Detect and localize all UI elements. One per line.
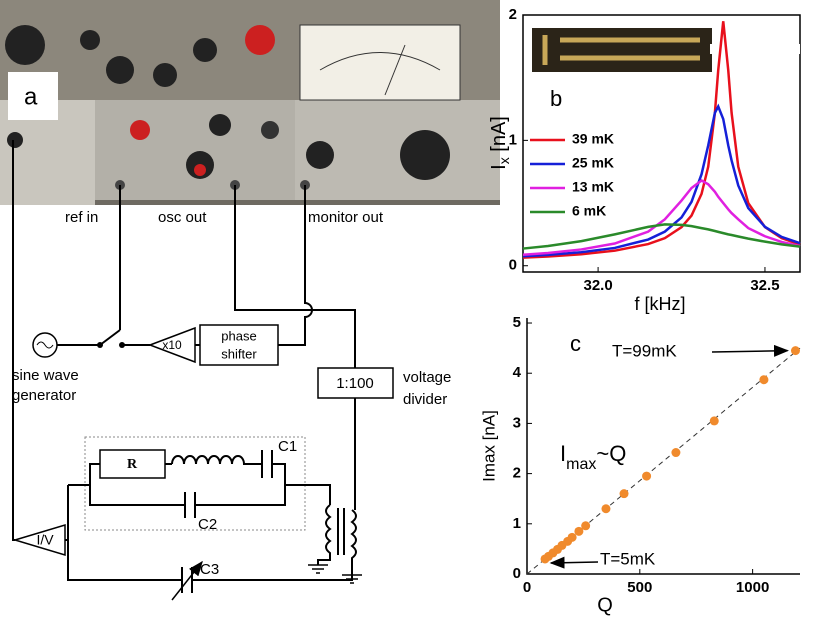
y-tick-label: 5 — [513, 314, 521, 331]
y-tick-label: 0 — [509, 257, 517, 274]
y-axis-label-main: I — [488, 164, 510, 170]
legend-label: 6 mK — [572, 203, 606, 219]
y-tick-label: 3 — [513, 414, 521, 431]
generator-label: generator — [12, 387, 76, 404]
iv-label: I/V — [36, 532, 54, 548]
point — [759, 375, 769, 385]
x-axis-label: Q — [597, 594, 613, 616]
y-tick-label: 2 — [513, 465, 521, 482]
x-tick-label: 32.5 — [750, 277, 779, 294]
instrument-photo — [0, 0, 500, 205]
point — [567, 532, 577, 542]
point — [642, 471, 652, 481]
inset-gap — [710, 44, 800, 54]
curve — [522, 21, 801, 259]
y-tick-label: 0 — [513, 565, 521, 582]
y-tick-label: 2 — [509, 6, 517, 23]
ref-in-label: ref in — [65, 209, 98, 226]
annotation-sub: max — [566, 456, 596, 473]
charts: 32.0 32.5 0 1 2 39 mK 25 mK 13 mK 6 mK b f [kHz] Ix… — [479, 6, 801, 616]
annotation-arrow — [711, 344, 789, 357]
annotation-arrow — [549, 556, 599, 569]
phase-shifter-label: phase — [221, 328, 256, 343]
panel-label: c — [570, 331, 581, 356]
x-tick-label: 32.0 — [583, 277, 612, 294]
inset-photo-detail — [542, 35, 700, 65]
y-axis-label-sub: x — [496, 157, 512, 164]
annotation-main: I — [560, 441, 566, 466]
legend-label: 13 mK — [572, 179, 614, 195]
curve — [522, 103, 801, 258]
x-axis-label: f [kHz] — [634, 294, 685, 314]
resistor-label: R — [127, 457, 138, 472]
y-axis-label-unit: [nA] — [488, 116, 510, 157]
panel-label: b — [550, 86, 562, 111]
monitor-out-label: monitor out — [308, 209, 384, 226]
annotation: T=5mK — [600, 549, 656, 568]
legend-label: 39 mK — [572, 131, 614, 147]
c2-label: C2 — [198, 516, 217, 533]
divider-label: divider — [403, 391, 447, 408]
annotation-rest: ~Q — [596, 441, 626, 466]
y-axis-label: Imax [nA] — [479, 410, 498, 482]
annotation: T=99mK — [612, 341, 677, 360]
point — [790, 346, 800, 356]
divider-label: voltage — [403, 369, 451, 386]
point — [574, 526, 584, 536]
divider-ratio: 1:100 — [336, 375, 374, 392]
y-axis-label: Ix [nA] — [488, 116, 511, 170]
phase-shifter-label: shifter — [221, 346, 257, 361]
point — [581, 521, 591, 531]
generator-label: sine wave — [12, 367, 79, 384]
circuit — [12, 140, 394, 601]
y-tick-label: 1 — [509, 131, 517, 148]
osc-out-label: osc out — [158, 209, 207, 226]
panel-label: a — [24, 83, 38, 110]
annotation: Imax~Q — [560, 441, 626, 473]
y-tick-label: 4 — [513, 364, 522, 381]
x-tick-label: 500 — [627, 579, 652, 596]
amplifier-label: x10 — [162, 338, 182, 352]
plot-frame — [522, 14, 801, 273]
c3-label: C3 — [200, 561, 219, 578]
point — [619, 489, 629, 499]
legend-label: 25 mK — [572, 155, 614, 171]
point — [601, 504, 611, 514]
y-tick-label: 1 — [513, 515, 521, 532]
x-tick-label: 0 — [523, 579, 531, 596]
curve — [522, 223, 801, 250]
curve — [522, 178, 801, 256]
point — [671, 448, 681, 458]
point — [709, 416, 719, 426]
x-tick-label: 1000 — [736, 579, 769, 596]
c1-label: C1 — [278, 438, 297, 455]
inset-photo — [532, 28, 712, 72]
